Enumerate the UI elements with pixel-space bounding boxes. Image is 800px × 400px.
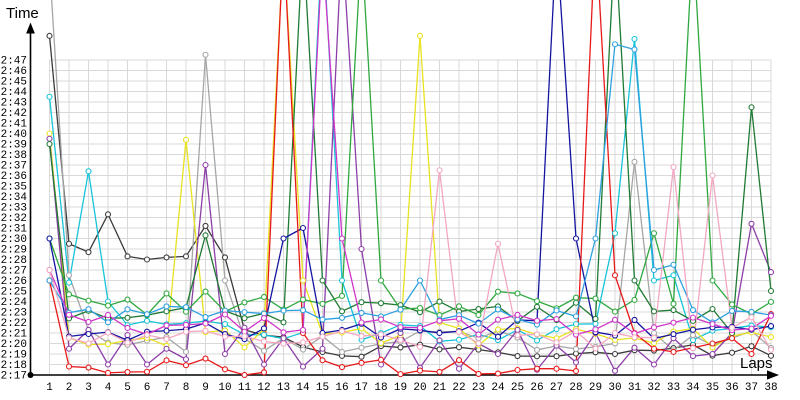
svg-text:2:20: 2:20	[1, 339, 27, 351]
svg-text:35: 35	[706, 382, 719, 394]
svg-text:23: 23	[472, 382, 485, 394]
svg-text:14: 14	[296, 382, 310, 394]
svg-text:3: 3	[85, 382, 92, 394]
svg-text:37: 37	[745, 382, 758, 394]
svg-text:Laps: Laps	[740, 355, 773, 372]
svg-text:2:21: 2:21	[1, 329, 28, 341]
svg-text:2:37: 2:37	[1, 161, 27, 173]
svg-text:20: 20	[413, 382, 426, 394]
svg-text:15: 15	[316, 382, 329, 394]
svg-text:2:22: 2:22	[1, 318, 27, 330]
svg-text:2:36: 2:36	[1, 171, 27, 183]
svg-text:2:19: 2:19	[1, 350, 27, 362]
svg-text:2:44: 2:44	[1, 87, 28, 99]
svg-text:2:45: 2:45	[1, 77, 27, 89]
svg-text:2:32: 2:32	[1, 213, 27, 225]
svg-text:27: 27	[550, 382, 563, 394]
svg-text:2:25: 2:25	[1, 287, 27, 299]
svg-text:4: 4	[105, 382, 112, 394]
svg-text:5: 5	[124, 382, 131, 394]
svg-text:17: 17	[355, 382, 368, 394]
svg-text:9: 9	[202, 382, 209, 394]
svg-text:21: 21	[433, 382, 447, 394]
svg-text:2:35: 2:35	[1, 182, 27, 194]
svg-text:36: 36	[725, 382, 738, 394]
svg-text:28: 28	[569, 382, 582, 394]
svg-text:2:42: 2:42	[1, 108, 27, 120]
svg-text:11: 11	[238, 382, 252, 394]
svg-text:2:40: 2:40	[1, 129, 27, 141]
svg-text:2:17: 2:17	[1, 371, 27, 383]
svg-text:2:24: 2:24	[1, 297, 28, 309]
svg-text:7: 7	[163, 382, 170, 394]
svg-text:29: 29	[589, 382, 602, 394]
svg-text:2:46: 2:46	[1, 66, 27, 78]
svg-text:2:43: 2:43	[1, 98, 27, 110]
svg-text:2:31: 2:31	[1, 224, 28, 236]
svg-text:2:33: 2:33	[1, 203, 27, 215]
svg-text:2:18: 2:18	[1, 360, 27, 372]
svg-text:10: 10	[218, 382, 231, 394]
svg-text:16: 16	[335, 382, 348, 394]
svg-text:2:34: 2:34	[1, 192, 28, 204]
svg-text:38: 38	[764, 382, 777, 394]
svg-text:2:23: 2:23	[1, 308, 27, 320]
svg-text:2:47: 2:47	[1, 56, 27, 68]
svg-text:30: 30	[608, 382, 621, 394]
svg-text:2:29: 2:29	[1, 245, 27, 257]
svg-text:34: 34	[686, 382, 700, 394]
svg-text:2:28: 2:28	[1, 255, 27, 267]
svg-text:13: 13	[277, 382, 290, 394]
svg-text:8: 8	[183, 382, 190, 394]
svg-text:19: 19	[394, 382, 407, 394]
svg-text:26: 26	[530, 382, 543, 394]
svg-text:31: 31	[628, 382, 642, 394]
svg-text:2: 2	[66, 382, 73, 394]
svg-text:1: 1	[46, 382, 53, 394]
svg-text:32: 32	[647, 382, 660, 394]
svg-text:25: 25	[511, 382, 524, 394]
svg-text:2:41: 2:41	[1, 119, 28, 131]
svg-text:24: 24	[491, 382, 505, 394]
svg-text:2:38: 2:38	[1, 150, 27, 162]
svg-text:2:39: 2:39	[1, 140, 27, 152]
svg-text:6: 6	[144, 382, 151, 394]
svg-text:Time: Time	[6, 5, 39, 22]
svg-text:2:27: 2:27	[1, 266, 27, 278]
svg-text:18: 18	[374, 382, 387, 394]
svg-text:33: 33	[667, 382, 680, 394]
svg-text:2:26: 2:26	[1, 276, 27, 288]
svg-text:12: 12	[257, 382, 270, 394]
svg-text:2:30: 2:30	[1, 234, 27, 246]
svg-text:22: 22	[452, 382, 465, 394]
